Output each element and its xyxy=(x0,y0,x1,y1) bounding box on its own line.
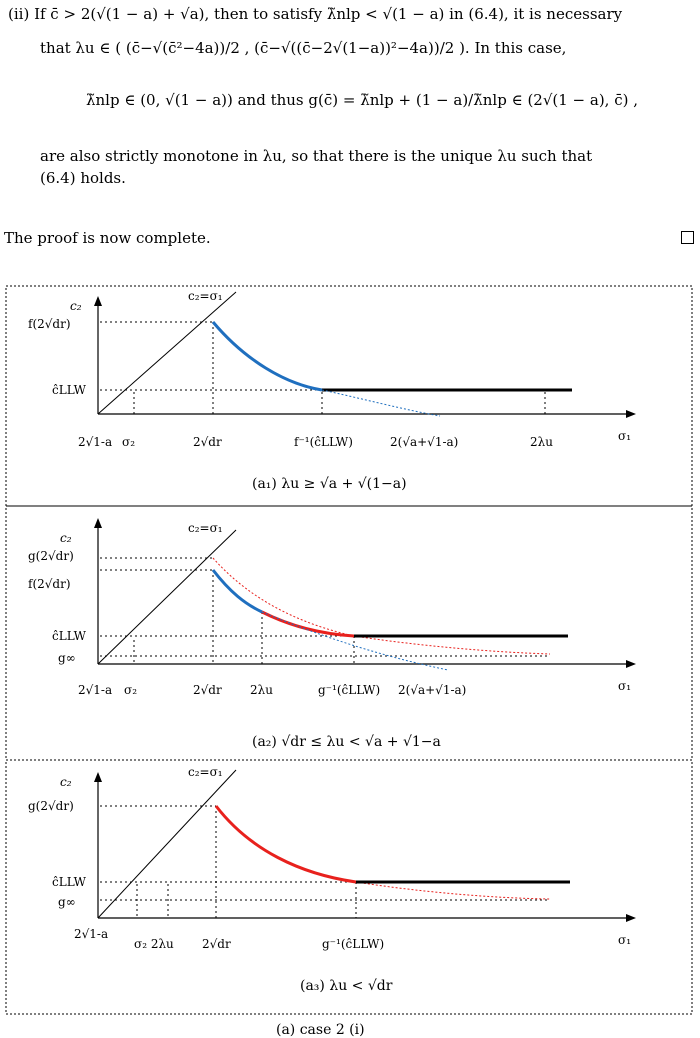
item-ii-line1: (ii) If c̄ > 2(√(1 − a) + √a), then to s… xyxy=(8,5,623,23)
diagonal-line xyxy=(97,769,237,919)
x-axis-label: σ₁ xyxy=(618,679,631,693)
diagonal-line xyxy=(97,291,237,415)
x-tick-2: σ₂ 2λu xyxy=(134,937,174,951)
diag-label: c₂=σ₁ xyxy=(188,765,223,779)
display-equation: λ̃nlp ∈ (0, √(1 − a)) and thus g(c̄) = λ… xyxy=(86,91,639,109)
panel-a1-frame xyxy=(5,285,693,507)
y-tick-ginf: g∞ xyxy=(58,651,76,665)
panel-a3-frame xyxy=(5,759,693,1015)
proof-end-text: The proof is now complete. xyxy=(4,229,211,247)
diagonal-line xyxy=(97,529,237,665)
x-tick-5: 2(√a+√1-a) xyxy=(390,435,458,449)
qed-square-icon xyxy=(681,231,694,244)
x-tick-1: 2√1-a xyxy=(74,927,108,941)
x-tick-6: 2λu xyxy=(530,435,553,449)
item-ii-line4: are also strictly monotone in λu, so tha… xyxy=(40,147,593,165)
y-tick-c: ĉLLW xyxy=(52,875,87,889)
panel-a1: c₂ c₂=σ₁ σ₁ f(2√dr) ĉLLW 2√1-a σ₂ 2√dr f… xyxy=(28,289,636,492)
panel-a2-frame xyxy=(5,505,693,761)
y-axis-label: c₂ xyxy=(60,775,72,789)
x-tick-4: f⁻¹(ĉLLW) xyxy=(294,435,353,449)
x-tick-4: 2λu xyxy=(250,683,273,697)
x-tick-3: 2√dr xyxy=(193,683,222,697)
y-axis-label: c₂ xyxy=(60,531,72,545)
panel-a3: c₂ c₂=σ₁ σ₁ g(2√dr) ĉLLW g∞ 2√1-a σ₂ 2λu… xyxy=(28,765,636,994)
x-tick-1: 2√1-a xyxy=(78,683,112,697)
x-tick-3: 2√dr xyxy=(193,435,222,449)
diag-label: c₂=σ₁ xyxy=(188,521,223,535)
item-ii-line2: that λu ∈ ( (c̄−√(c̄²−4a))/2 , (c̄−√((c̄… xyxy=(40,39,567,57)
panel-a1-caption: (a₁) λu ≥ √a + √(1−a) xyxy=(252,476,407,492)
x-tick-5: g⁻¹(ĉLLW) xyxy=(318,683,380,697)
y-tick-c: ĉLLW xyxy=(52,629,87,643)
diag-label: c₂=σ₁ xyxy=(188,289,223,303)
x-tick-4: g⁻¹(ĉLLW) xyxy=(322,937,384,951)
y-tick-c: ĉLLW xyxy=(52,383,87,397)
y-tick-g: g(2√dr) xyxy=(28,799,74,813)
y-tick-ginf: g∞ xyxy=(58,895,76,909)
y-tick-f: f(2√dr) xyxy=(28,577,71,591)
bottom-caption: (a) case 2 (i) xyxy=(276,1022,365,1038)
panel-a3-caption: (a₃) λu < √dr xyxy=(300,978,393,994)
x-axis-label: σ₁ xyxy=(618,933,631,947)
panel-a2: c₂ c₂=σ₁ σ₁ g(2√dr) f(2√dr) ĉLLW g∞ 2√1-… xyxy=(28,518,636,750)
x-tick-2: σ₂ xyxy=(122,435,135,449)
y-axis-label: c₂ xyxy=(70,299,82,313)
x-tick-2: σ₂ xyxy=(124,683,137,697)
x-tick-1: 2√1-a xyxy=(78,435,112,449)
x-tick-3: 2√dr xyxy=(202,937,231,951)
item-ii-line5: (6.4) holds. xyxy=(40,169,126,187)
x-tick-6: 2(√a+√1-a) xyxy=(398,683,466,697)
y-tick-g: g(2√dr) xyxy=(28,549,74,563)
x-axis-label: σ₁ xyxy=(618,429,631,443)
panel-a2-caption: (a₂) √dr ≤ λu < √a + √1−a xyxy=(252,734,441,750)
y-tick-f: f(2√dr) xyxy=(28,317,71,331)
